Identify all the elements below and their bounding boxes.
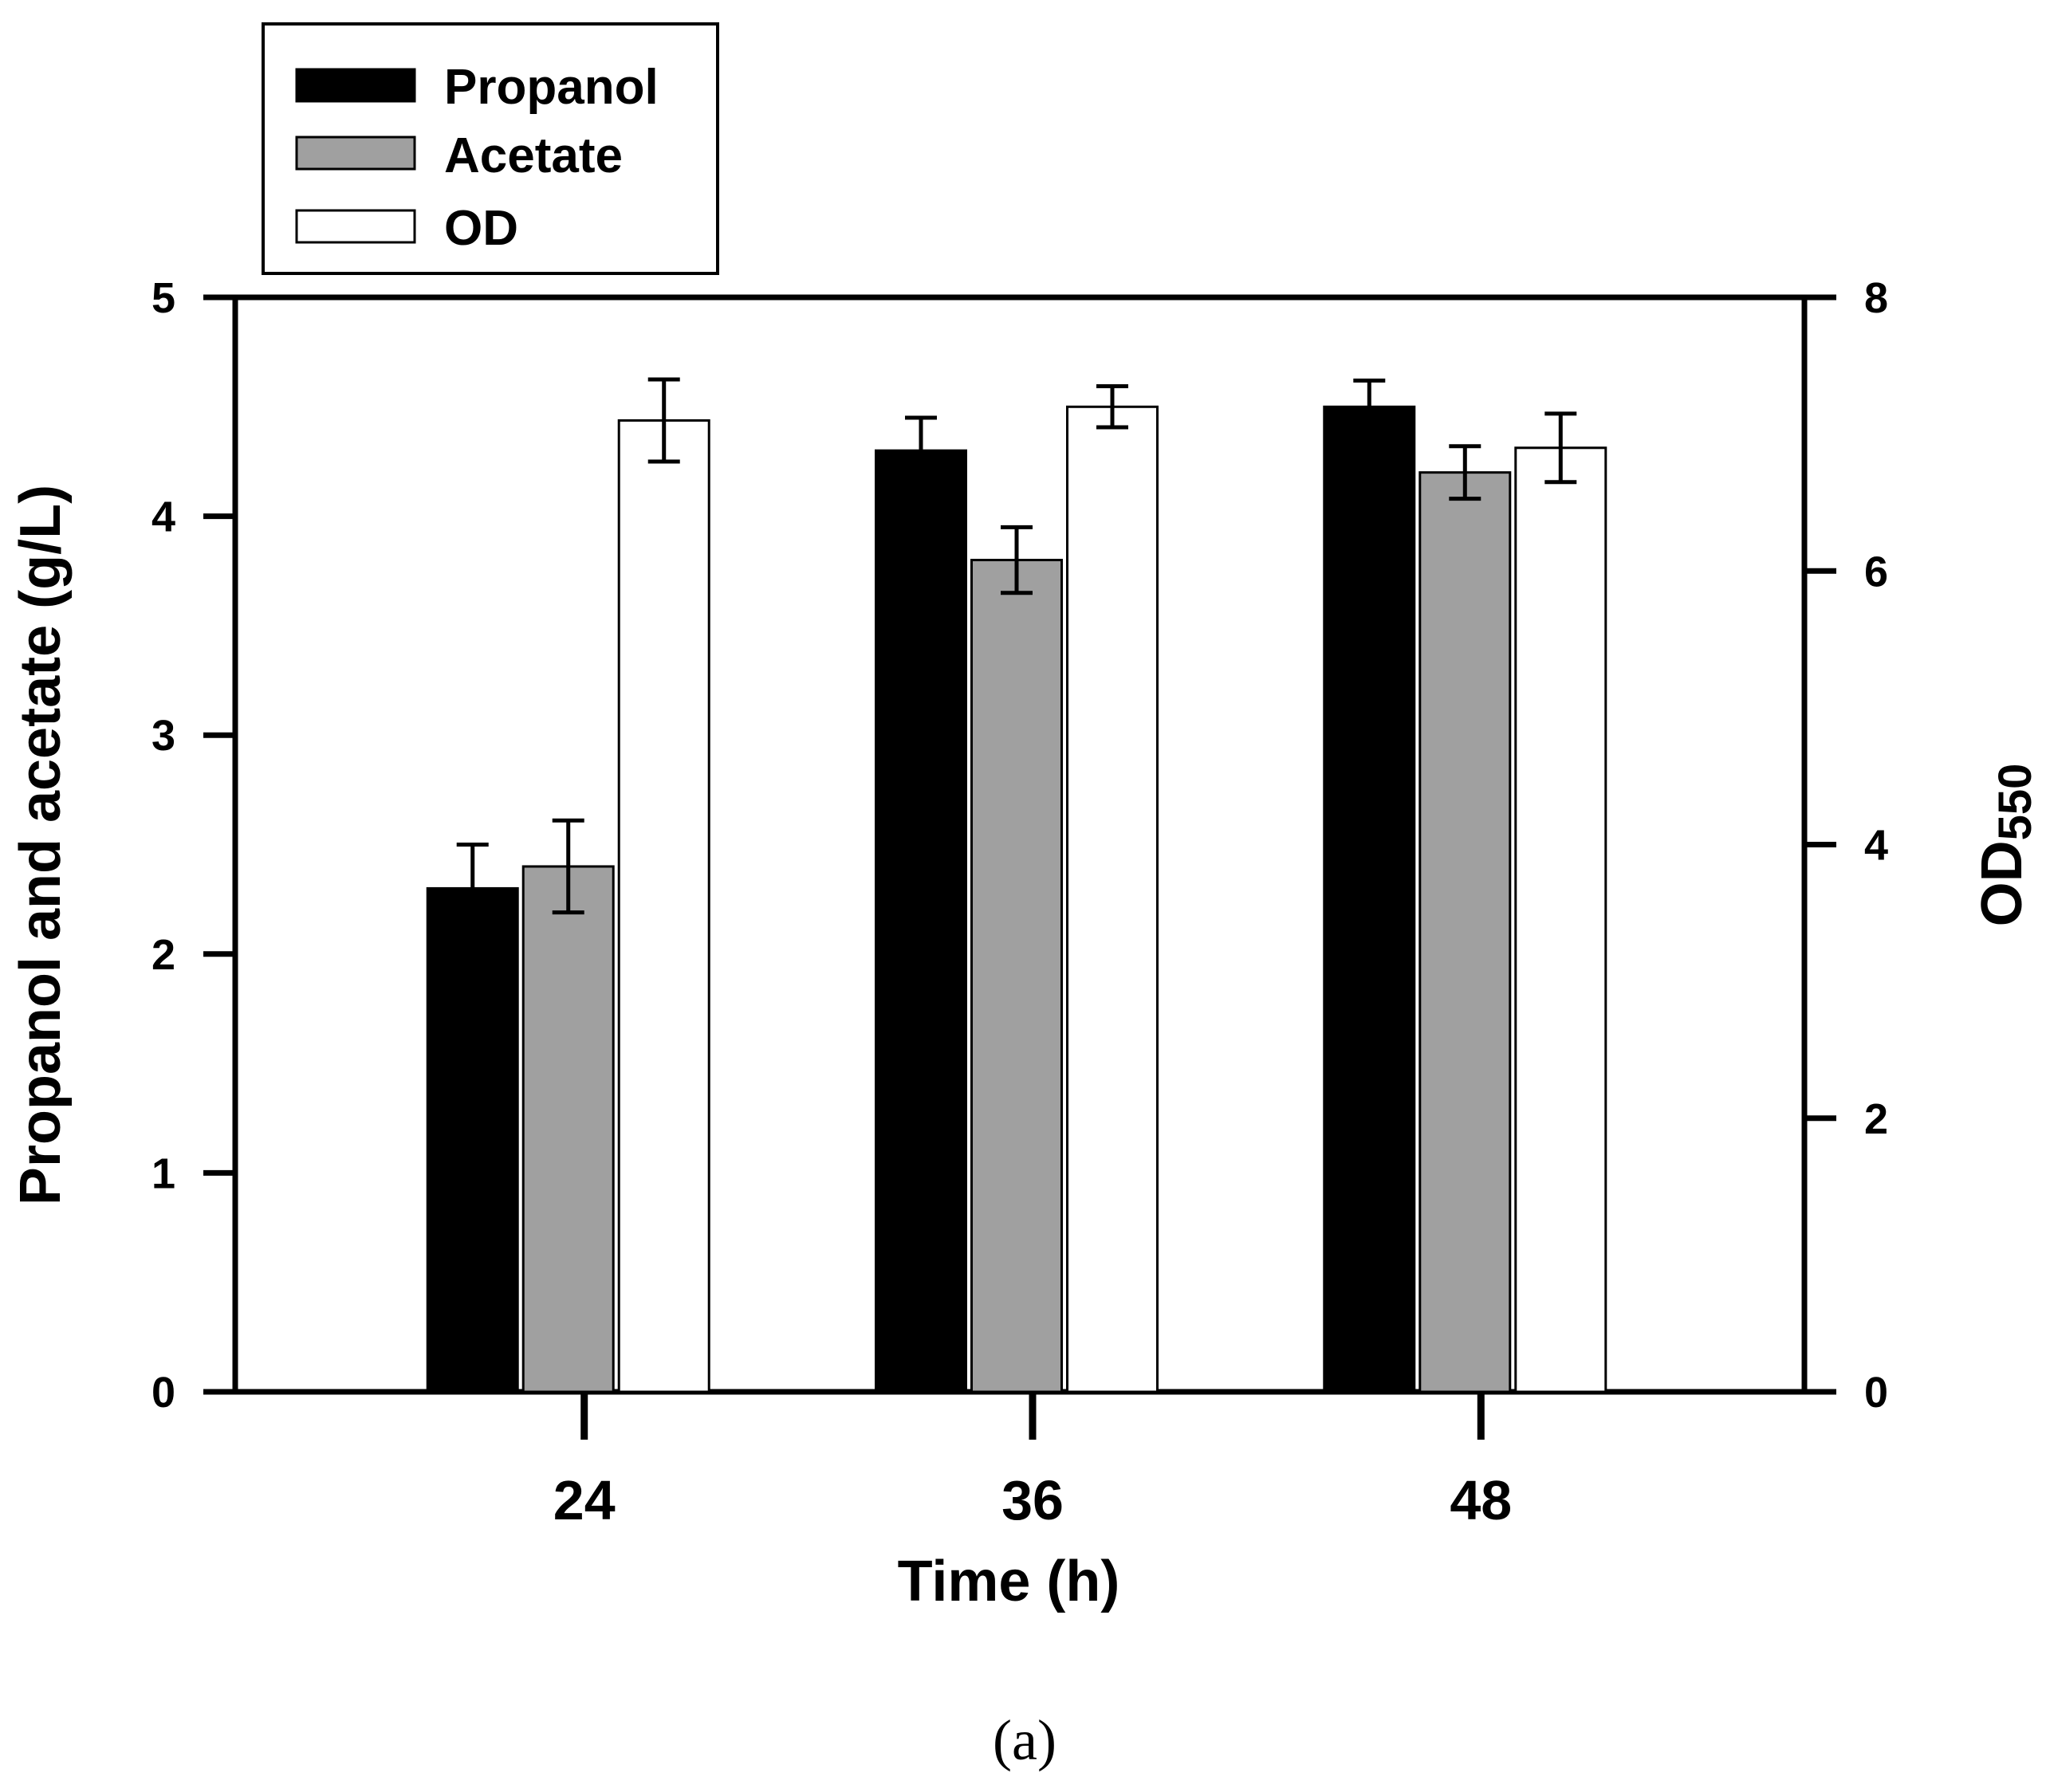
bar-propanol-24 (426, 886, 519, 1393)
legend-label-od: OD (444, 201, 518, 256)
left-tick-label-5: 5 (151, 274, 175, 322)
left-axis: 0 1 2 3 4 5 (151, 274, 235, 1417)
x-tick-label-2: 48 (1450, 1469, 1512, 1531)
error-bar-od-36 (1096, 384, 1128, 430)
y-axis-right-title: OD550 (1970, 764, 2041, 927)
legend-swatch-od (295, 209, 416, 244)
x-tick-label-0: 24 (553, 1469, 616, 1531)
legend-swatch-acetate (295, 136, 416, 171)
error-bar-od-48 (1544, 411, 1577, 485)
left-tick-label-0: 0 (151, 1369, 175, 1417)
right-axis: 0 2 4 6 8 (1804, 274, 1888, 1417)
bar-acetate-36 (970, 559, 1063, 1393)
left-tick-label-1: 1 (151, 1149, 175, 1197)
bar-od-24 (617, 419, 710, 1393)
left-tick-label-4: 4 (151, 493, 175, 541)
bar-od-48 (1514, 446, 1607, 1393)
left-tick-label-2: 2 (151, 931, 175, 979)
error-bar-propanol-36 (905, 415, 937, 485)
error-bar-acetate-24 (552, 818, 584, 915)
error-bar-od-24 (647, 377, 680, 464)
bar-propanol-36 (875, 449, 967, 1393)
legend-swatch-propanol (295, 68, 416, 103)
right-tick-label-0: 0 (1864, 1369, 1888, 1417)
error-bar-propanol-24 (456, 843, 489, 934)
bar-acetate-24 (521, 865, 615, 1393)
legend-label-acetate: Acetate (444, 128, 623, 183)
legend-label-propanol: Propanol (444, 60, 659, 115)
y-axis-right-title-sub: 550 (1989, 764, 2041, 841)
right-tick-label-1: 2 (1864, 1095, 1888, 1143)
figure-caption: (a) (993, 1708, 1056, 1772)
right-tick-label-4: 8 (1864, 274, 1888, 322)
error-bar-acetate-36 (1001, 525, 1033, 595)
bar-propanol-48 (1323, 405, 1416, 1393)
y-axis-right-title-main: OD (1970, 840, 2034, 926)
error-bar-propanol-48 (1353, 378, 1386, 435)
x-tick-label-1: 36 (1001, 1469, 1064, 1531)
bars (426, 377, 1607, 1393)
right-tick-label-3: 6 (1864, 548, 1888, 595)
bar-acetate-48 (1418, 471, 1512, 1393)
bar-od-36 (1066, 405, 1159, 1393)
y-axis-left-title: Propanol and acetate (g/L) (9, 485, 73, 1205)
legend: Propanol Acetate OD (262, 22, 719, 275)
right-tick-label-2: 4 (1864, 822, 1888, 870)
error-bar-acetate-48 (1449, 444, 1481, 501)
x-axis: 24 36 48 (553, 1392, 1512, 1531)
x-axis-title: Time (h) (898, 1550, 1120, 1613)
left-tick-label-3: 3 (151, 712, 175, 760)
